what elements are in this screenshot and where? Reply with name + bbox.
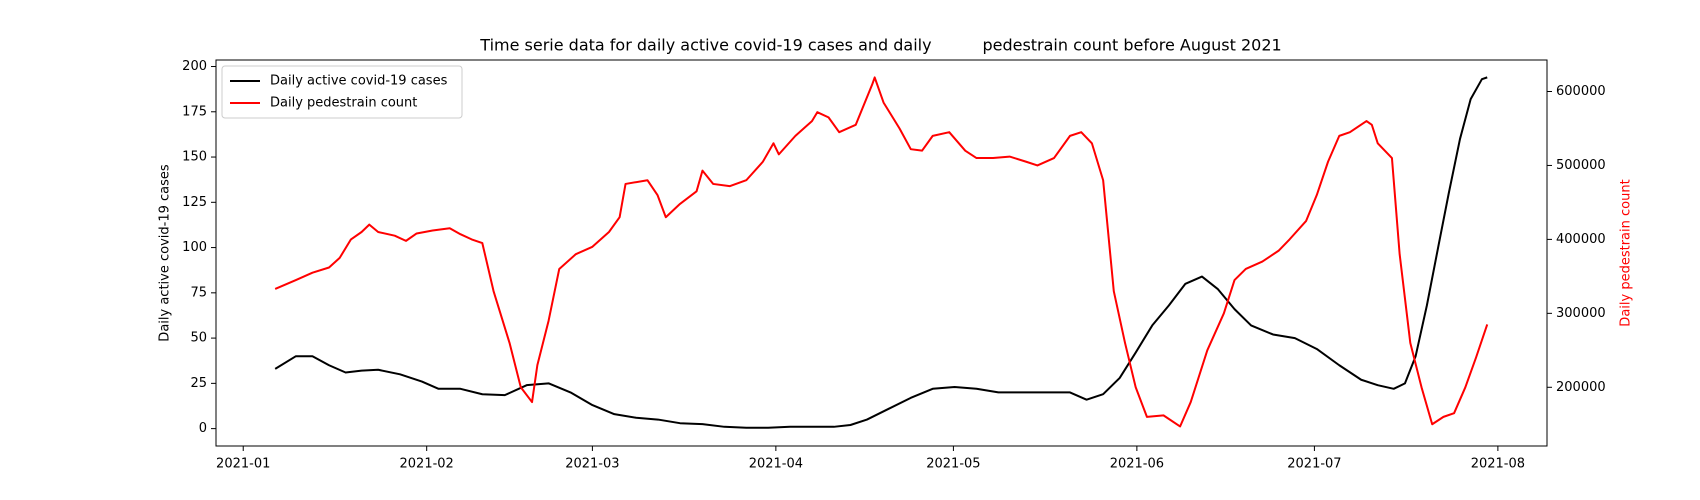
y2-tick-label: 400000 [1556,232,1606,247]
y2-tick-label: 200000 [1556,380,1606,395]
y-tick-label: 50 [190,331,207,346]
y-tick-label: 100 [182,240,207,255]
x-tick-label: 2021-04 [749,457,803,472]
x-tick-label: 2021-05 [926,457,980,472]
x-tick-label: 2021-08 [1471,457,1525,472]
y-tick-label: 0 [199,421,207,436]
x-tick-label: 2021-07 [1287,457,1341,472]
y-axis-label: Daily active covid-19 cases [158,164,173,342]
y2-tick-label: 500000 [1556,158,1606,173]
y-tick-label: 150 [182,150,207,165]
x-tick-label: 2021-01 [216,457,270,472]
data-line [274,76,1488,429]
y2-tick-label: 600000 [1556,84,1606,99]
y-tick-label: 200 [182,59,207,74]
x-tick-label: 2021-02 [400,457,454,472]
y-tick-label: 175 [182,104,207,119]
data-line [274,76,1489,428]
chart-title: Time serie data for daily active covid-1… [479,36,1281,55]
legend-label: Daily pedestrain count [270,96,417,111]
plot-frame [215,59,1548,447]
y2-tick-label: 300000 [1556,306,1606,321]
legend-box [221,65,463,119]
x-tick-label: 2021-03 [565,457,619,472]
y-tick-label: 75 [190,285,207,300]
y-tick-label: 25 [190,376,207,391]
y2-axis-label: Daily pedestrain count [1619,179,1634,326]
y-tick-label: 125 [182,195,207,210]
legend-label: Daily active covid-19 cases [270,74,448,89]
x-tick-label: 2021-06 [1110,457,1164,472]
